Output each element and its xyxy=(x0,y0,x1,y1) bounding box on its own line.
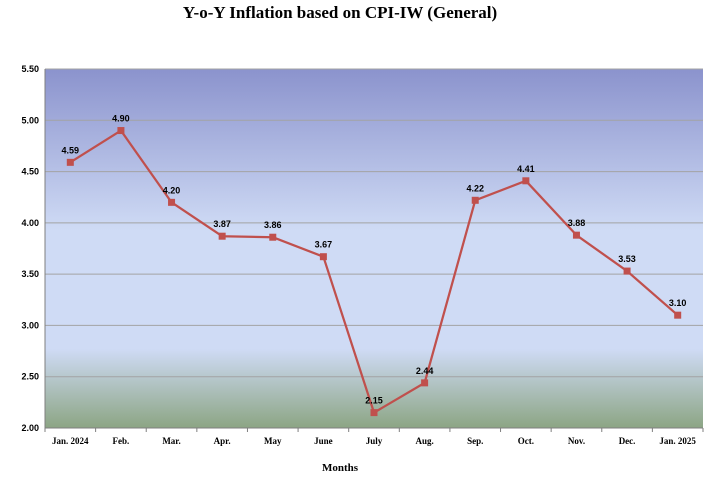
data-label: 4.41 xyxy=(517,164,535,174)
y-tick-label: 2.00 xyxy=(21,423,39,433)
x-tick-label: Jan. 2024 xyxy=(52,436,89,446)
data-point-marker xyxy=(522,177,530,185)
data-labels: 4.59 4.90 4.20 3.87 3.86 3.67 2.15 2.44 4.22 4.41… xyxy=(62,114,687,406)
y-tick-label: 3.00 xyxy=(21,320,39,330)
data-point-marker xyxy=(168,198,176,206)
data-point-marker xyxy=(319,253,327,261)
data-label: 4.20 xyxy=(163,185,181,195)
x-tick-label: Apr. xyxy=(214,436,231,446)
x-tick-label: Dec. xyxy=(619,436,636,446)
x-tick-label: Jan. 2025 xyxy=(659,436,696,446)
y-tick-label: 3.50 xyxy=(21,269,39,279)
y-tick-label: 5.50 xyxy=(21,64,39,74)
x-tick-label: Mar. xyxy=(162,436,180,446)
data-point-marker xyxy=(117,127,125,135)
x-tick-label: Feb. xyxy=(113,436,130,446)
data-markers xyxy=(66,127,682,417)
data-point-marker xyxy=(572,231,580,239)
x-tick-label: June xyxy=(314,436,333,446)
data-label: 2.15 xyxy=(365,396,383,406)
y-axis-ticks: 2.00 2.50 3.00 3.50 4.00 4.50 5.00 5.50 xyxy=(21,64,39,433)
plot-area xyxy=(45,69,703,428)
data-label: 3.88 xyxy=(568,218,586,228)
data-point-marker xyxy=(218,232,226,240)
data-label: 3.10 xyxy=(669,298,687,308)
data-point-marker xyxy=(471,196,479,204)
data-label: 4.59 xyxy=(62,145,80,155)
x-axis-ticks: Jan. 2024 Feb. Mar. Apr. May June July Aug. Sep.… xyxy=(44,428,704,446)
data-label: 3.87 xyxy=(213,219,231,229)
x-tick-label: Aug. xyxy=(415,436,433,446)
y-tick-label: 4.50 xyxy=(21,167,39,177)
data-label: 3.67 xyxy=(315,240,333,250)
data-label: 3.53 xyxy=(618,254,636,264)
x-tick-label: Oct. xyxy=(518,436,534,446)
data-label: 4.22 xyxy=(466,183,484,193)
y-tick-label: 4.00 xyxy=(21,218,39,228)
data-point-marker xyxy=(674,311,682,319)
data-label: 3.86 xyxy=(264,220,282,230)
data-point-marker xyxy=(623,267,631,275)
x-tick-label: Sep. xyxy=(467,436,483,446)
x-tick-label: Nov. xyxy=(568,436,585,446)
data-point-marker xyxy=(66,158,74,166)
y-tick-label: 5.00 xyxy=(21,115,39,125)
gridlines xyxy=(44,68,703,429)
chart-title: Y-o-Y Inflation based on CPI-IW (General… xyxy=(183,3,497,22)
x-tick-label: May xyxy=(264,436,282,446)
data-label: 4.90 xyxy=(112,114,130,124)
data-label: 2.44 xyxy=(416,366,434,376)
y-tick-label: 2.50 xyxy=(21,372,39,382)
data-point-marker xyxy=(269,233,277,241)
x-tick-label: July xyxy=(366,436,383,446)
data-point-marker xyxy=(370,409,378,417)
data-point-marker xyxy=(421,379,429,387)
x-axis-label: Months xyxy=(322,462,359,474)
